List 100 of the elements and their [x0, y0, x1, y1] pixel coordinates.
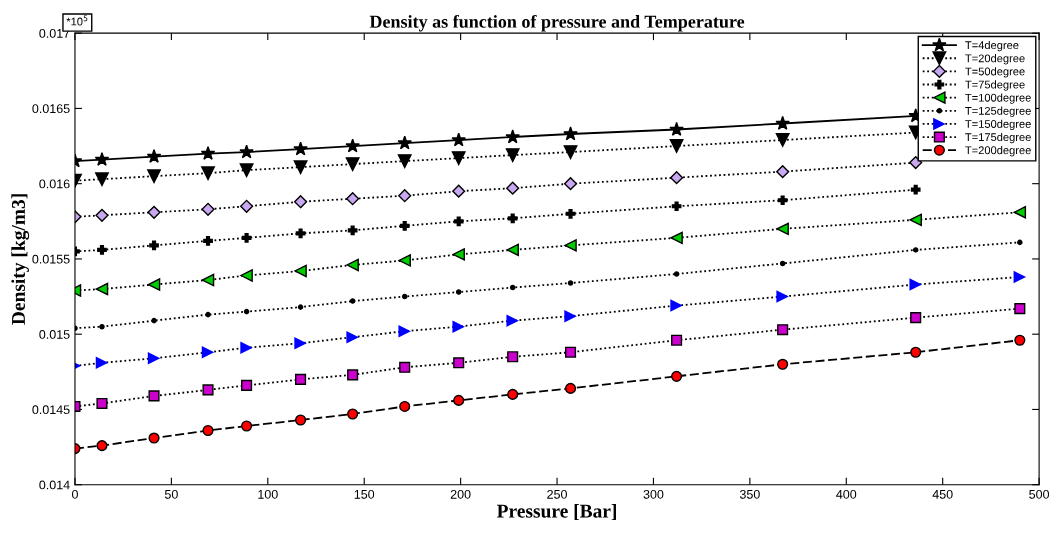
point [453, 216, 464, 227]
point [148, 390, 160, 402]
point [452, 184, 466, 198]
point [775, 115, 790, 130]
point [453, 357, 465, 369]
legend-label: T=100degree [965, 93, 1031, 104]
point [670, 171, 684, 185]
legend-label: T=125degree [965, 106, 1031, 117]
point [345, 138, 360, 153]
point [671, 370, 683, 382]
point [294, 336, 307, 350]
point [506, 243, 519, 257]
point [399, 220, 410, 231]
point [1014, 303, 1026, 315]
y-tick-label: 0.0155 [32, 254, 70, 264]
point [507, 351, 519, 363]
x-tick-label: 400 [836, 489, 857, 499]
point [777, 324, 789, 336]
x-tick-label: 0 [71, 489, 78, 499]
point [909, 213, 922, 227]
point [94, 151, 110, 166]
y-axis-title: Density [kg/m3] [11, 194, 30, 325]
point [295, 228, 306, 239]
x-tick-label: 200 [450, 489, 471, 499]
point [910, 312, 922, 324]
point [97, 245, 107, 255]
point [909, 156, 923, 170]
point [1013, 270, 1027, 284]
point [200, 145, 216, 160]
point [776, 222, 789, 236]
point [241, 379, 253, 391]
legend-label: T=20degree [965, 54, 1025, 65]
point [910, 184, 921, 195]
y-tick-label: 0.0145 [32, 405, 70, 415]
point [564, 346, 577, 358]
point [507, 213, 518, 224]
x-tick-label: 300 [643, 489, 664, 499]
point [205, 311, 211, 318]
point [564, 382, 577, 394]
point [451, 132, 466, 147]
point [95, 282, 109, 296]
point [346, 330, 359, 344]
y-tick-label: 0.015 [39, 330, 70, 339]
point [564, 239, 577, 252]
point [673, 271, 680, 277]
point [563, 177, 578, 191]
point [397, 135, 413, 150]
point [149, 240, 159, 251]
point [293, 160, 308, 175]
x-tick-label: 250 [547, 489, 567, 499]
x-axis-title: Pressure [Bar] [496, 504, 616, 521]
point [451, 151, 466, 166]
point [777, 358, 789, 370]
point [241, 233, 252, 243]
point [293, 141, 308, 156]
text: *10$^{5}$ [66, 15, 88, 26]
point [776, 290, 789, 303]
point [239, 144, 254, 159]
point [564, 309, 577, 323]
point [505, 148, 520, 163]
point [147, 205, 161, 219]
legend-label: T=50degree [965, 67, 1025, 78]
point [95, 172, 109, 187]
x-tick-label: 350 [739, 489, 760, 499]
point [565, 208, 576, 219]
point [910, 346, 922, 358]
point [452, 320, 465, 333]
point [1017, 239, 1023, 246]
point [507, 388, 519, 400]
point [297, 304, 304, 310]
point [399, 400, 411, 412]
point [151, 317, 157, 324]
point [243, 308, 250, 315]
point [240, 199, 254, 213]
point [293, 195, 308, 209]
point [776, 165, 790, 179]
point [455, 289, 462, 295]
point [399, 361, 411, 373]
point [453, 394, 465, 406]
point [1013, 206, 1027, 219]
point [295, 414, 307, 426]
point [147, 278, 161, 291]
point [505, 129, 520, 144]
point [567, 280, 574, 286]
point [671, 334, 683, 346]
point [506, 314, 519, 327]
point [1014, 334, 1026, 346]
x-tick-label: 450 [932, 489, 953, 499]
point [203, 236, 213, 246]
point [201, 166, 215, 181]
point [146, 148, 162, 163]
point [909, 278, 922, 291]
point [398, 254, 411, 267]
point [347, 408, 359, 420]
point [398, 324, 411, 338]
point [509, 284, 516, 291]
point [240, 341, 253, 354]
legend-label: T=150degree [965, 119, 1031, 131]
point [99, 323, 105, 330]
point [240, 269, 253, 282]
